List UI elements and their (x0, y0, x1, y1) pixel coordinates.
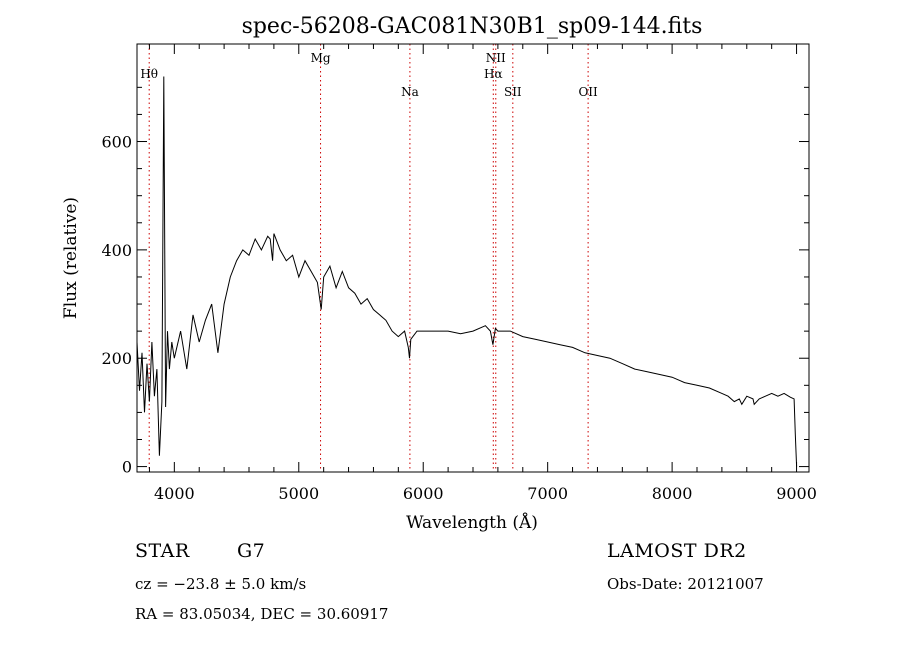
chart-title: spec-56208-GAC081N30B1_sp09-144.fits (242, 14, 703, 39)
survey-name: LAMOST DR2 (607, 540, 747, 562)
x-axis-title: Wavelength (Å) (406, 512, 538, 533)
y-tick-label: 0 (122, 458, 132, 477)
line-label-Na: Na (401, 85, 419, 99)
line-label-Hθ: Hθ (140, 67, 158, 81)
line-label-Mg: Mg (311, 51, 331, 65)
line-label-NII: NII (486, 51, 506, 65)
observation-date: Obs-Date: 20121007 (607, 575, 764, 593)
x-tick-label: 8000 (652, 484, 693, 503)
plot-axes: 4000 5000 6000 7000 8000 9000 0 200 400 600 (101, 43, 817, 503)
y-tick-label: 200 (101, 349, 132, 368)
x-tick-label: 6000 (403, 484, 444, 503)
line-label-OII: OII (578, 85, 598, 99)
y-tick-label: 400 (101, 241, 132, 260)
spectral-subclass: G7 (237, 540, 266, 562)
sky-coordinates: RA = 83.05034, DEC = 30.60917 (135, 605, 389, 623)
x-tick-label: 7000 (527, 484, 568, 503)
spectrum-series (136, 76, 798, 467)
x-tick-label: 5000 (278, 484, 319, 503)
line-label-SII: SII (504, 85, 522, 99)
y-axis-title: Flux (relative) (61, 197, 81, 319)
spectrum-line (136, 76, 798, 467)
x-tick-label: 4000 (154, 484, 195, 503)
x-tick-label: 9000 (776, 484, 817, 503)
y-tick-label: 600 (101, 133, 132, 152)
line-label-Hα: Hα (484, 67, 503, 81)
object-type: STAR (135, 540, 190, 562)
redshift-velocity: cz = −23.8 ± 5.0 km/s (135, 575, 307, 593)
